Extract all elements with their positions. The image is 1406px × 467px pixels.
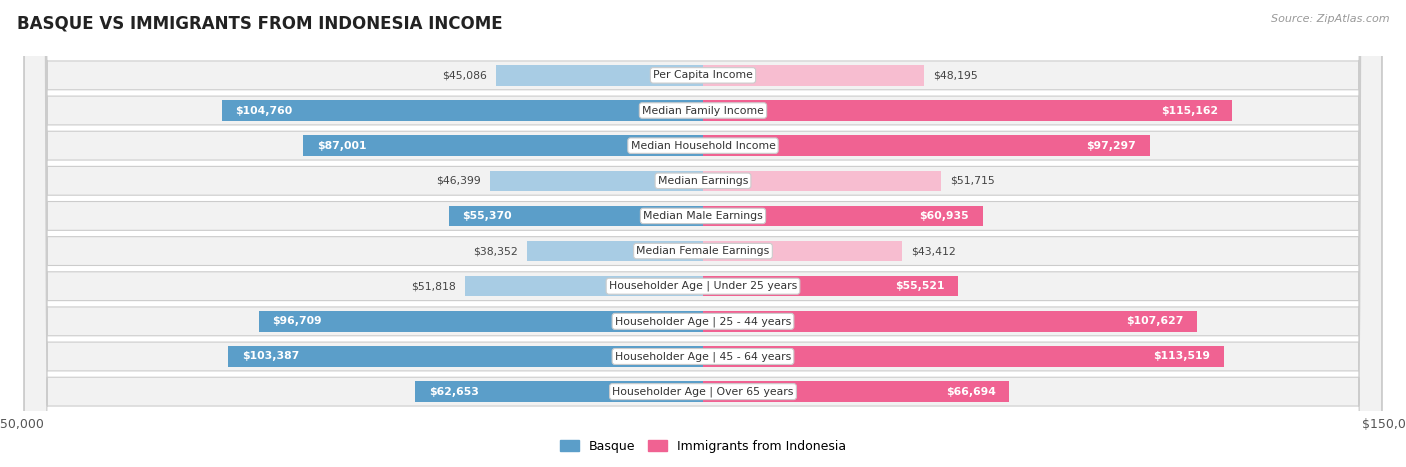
Text: $107,627: $107,627 [1126, 316, 1184, 326]
Text: Householder Age | Under 25 years: Householder Age | Under 25 years [609, 281, 797, 291]
Bar [703, 65, 924, 85]
Bar [449, 206, 703, 226]
Bar [489, 170, 703, 191]
Text: Median Male Earnings: Median Male Earnings [643, 211, 763, 221]
Text: $87,001: $87,001 [318, 141, 367, 151]
Bar [703, 311, 1198, 332]
Bar [703, 241, 903, 261]
Text: BASQUE VS IMMIGRANTS FROM INDONESIA INCOME: BASQUE VS IMMIGRANTS FROM INDONESIA INCO… [17, 14, 502, 32]
Bar [527, 241, 703, 261]
Bar [703, 100, 1232, 120]
Text: $115,162: $115,162 [1161, 106, 1218, 115]
Bar [703, 276, 957, 297]
FancyBboxPatch shape [24, 0, 1382, 467]
FancyBboxPatch shape [24, 0, 1382, 467]
Bar [415, 382, 703, 402]
Bar [703, 347, 1225, 367]
Bar [304, 135, 703, 156]
Bar [496, 65, 703, 85]
Bar [703, 170, 941, 191]
Text: Median Female Earnings: Median Female Earnings [637, 246, 769, 256]
Text: $38,352: $38,352 [472, 246, 517, 256]
Bar [703, 135, 1150, 156]
Text: $62,653: $62,653 [429, 387, 479, 396]
Text: Source: ZipAtlas.com: Source: ZipAtlas.com [1271, 14, 1389, 24]
Text: $43,412: $43,412 [911, 246, 956, 256]
Text: $46,399: $46,399 [436, 176, 481, 186]
Text: $55,521: $55,521 [894, 281, 945, 291]
Text: $66,694: $66,694 [946, 387, 995, 396]
Bar [465, 276, 703, 297]
Bar [703, 135, 1150, 156]
Text: $104,760: $104,760 [236, 106, 292, 115]
Bar [703, 382, 1010, 402]
Text: Householder Age | 45 - 64 years: Householder Age | 45 - 64 years [614, 351, 792, 362]
FancyBboxPatch shape [24, 0, 1382, 467]
Text: $45,086: $45,086 [441, 71, 486, 80]
Text: $96,709: $96,709 [273, 316, 322, 326]
Bar [449, 206, 703, 226]
FancyBboxPatch shape [24, 0, 1382, 467]
Text: $55,370: $55,370 [463, 211, 512, 221]
Bar [703, 100, 1232, 120]
Bar [703, 311, 1198, 332]
Bar [304, 135, 703, 156]
Bar [703, 206, 983, 226]
Text: $103,387: $103,387 [242, 352, 299, 361]
Text: $60,935: $60,935 [920, 211, 969, 221]
Text: $113,519: $113,519 [1153, 352, 1211, 361]
Bar [703, 276, 957, 297]
Text: Per Capita Income: Per Capita Income [652, 71, 754, 80]
FancyBboxPatch shape [24, 0, 1382, 467]
FancyBboxPatch shape [24, 0, 1382, 467]
FancyBboxPatch shape [24, 0, 1382, 467]
Text: Householder Age | 25 - 44 years: Householder Age | 25 - 44 years [614, 316, 792, 326]
Bar [228, 347, 703, 367]
Text: $51,715: $51,715 [949, 176, 994, 186]
Bar [259, 311, 703, 332]
Bar [228, 347, 703, 367]
Bar [703, 347, 1225, 367]
Bar [703, 206, 983, 226]
Bar [415, 382, 703, 402]
Bar [222, 100, 703, 120]
Bar [222, 100, 703, 120]
Text: Median Earnings: Median Earnings [658, 176, 748, 186]
Text: Householder Age | Over 65 years: Householder Age | Over 65 years [612, 386, 794, 397]
FancyBboxPatch shape [24, 0, 1382, 467]
Text: Median Family Income: Median Family Income [643, 106, 763, 115]
Text: Median Household Income: Median Household Income [630, 141, 776, 151]
Text: $97,297: $97,297 [1087, 141, 1136, 151]
Text: $51,818: $51,818 [411, 281, 456, 291]
FancyBboxPatch shape [24, 0, 1382, 467]
FancyBboxPatch shape [24, 0, 1382, 467]
Bar [259, 311, 703, 332]
Legend: Basque, Immigrants from Indonesia: Basque, Immigrants from Indonesia [555, 435, 851, 458]
Bar [703, 382, 1010, 402]
Text: $48,195: $48,195 [934, 71, 979, 80]
